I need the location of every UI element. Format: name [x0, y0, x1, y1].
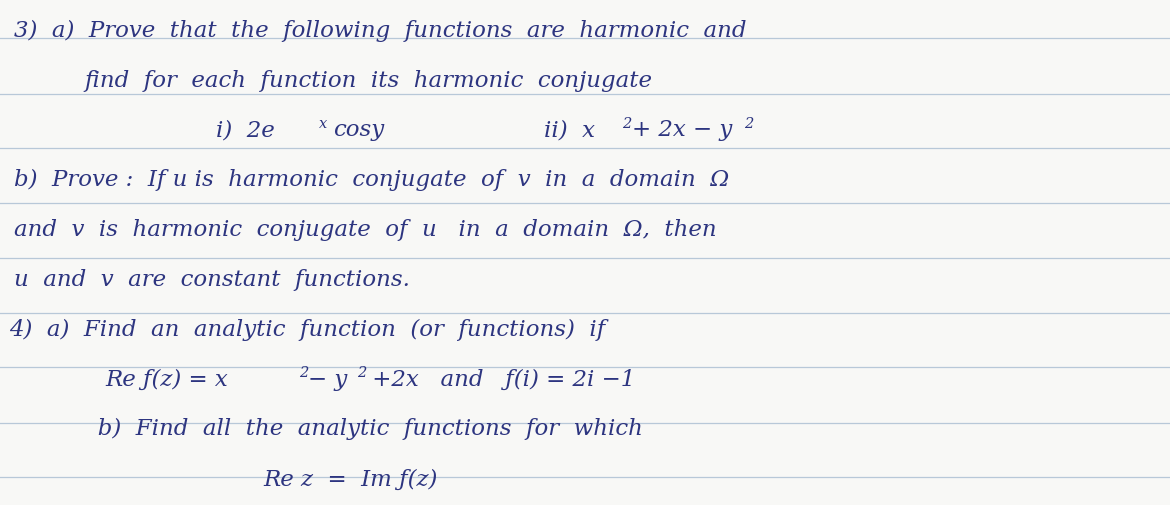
- Text: and  v  is  harmonic  conjugate  of  u   in  a  domain  Ω,  then: and v is harmonic conjugate of u in a do…: [14, 219, 717, 241]
- Text: u  and  v  are  constant  functions.: u and v are constant functions.: [14, 269, 410, 291]
- Text: 4)  a)  Find  an  analytic  function  (or  functions)  if: 4) a) Find an analytic function (or func…: [9, 318, 606, 340]
- Text: b)  Find  all  the  analytic  functions  for  which: b) Find all the analytic functions for w…: [76, 418, 644, 440]
- Text: i)  2e: i) 2e: [216, 119, 275, 141]
- Text: 2: 2: [622, 117, 632, 131]
- Text: + 2x − y: + 2x − y: [632, 119, 732, 141]
- Text: +2x   and   ƒ(i) = 2i −1: +2x and ƒ(i) = 2i −1: [365, 368, 635, 390]
- Text: 2: 2: [357, 366, 366, 379]
- Text: Re ƒ(z) = x: Re ƒ(z) = x: [105, 368, 228, 390]
- Text: 2: 2: [744, 117, 753, 131]
- Text: b)  Prove :  If u is  harmonic  conjugate  of  v  in  a  domain  Ω: b) Prove : If u is harmonic conjugate of…: [14, 169, 729, 190]
- Text: find  for  each  function  its  harmonic  conjugate: find for each function its harmonic conj…: [84, 69, 652, 91]
- Text: 3)  a)  Prove  that  the  following  functions  are  harmonic  and: 3) a) Prove that the following functions…: [14, 20, 746, 42]
- Text: Re z  =  Im ƒ(z): Re z = Im ƒ(z): [263, 468, 438, 490]
- Text: ii)  x: ii) x: [544, 119, 596, 141]
- Text: cosy: cosy: [333, 119, 385, 141]
- Text: x: x: [319, 117, 328, 131]
- Text: − y: − y: [308, 368, 347, 390]
- Text: 2: 2: [300, 366, 309, 379]
